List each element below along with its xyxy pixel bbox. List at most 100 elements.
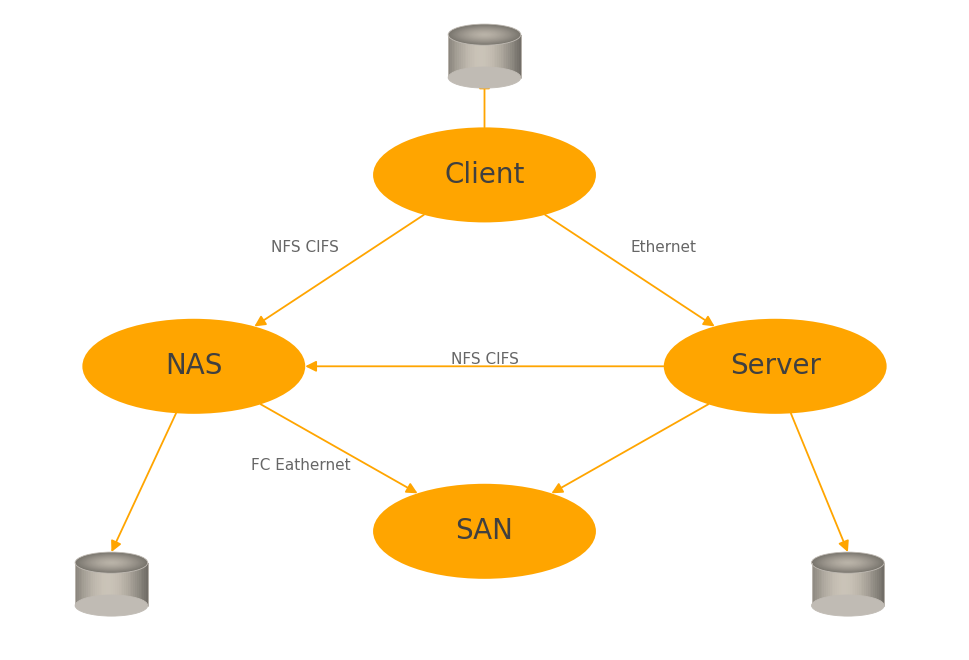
Ellipse shape: [466, 29, 503, 40]
Ellipse shape: [86, 555, 137, 570]
Ellipse shape: [839, 560, 857, 565]
Ellipse shape: [838, 560, 858, 566]
Ellipse shape: [475, 32, 494, 38]
Ellipse shape: [373, 127, 596, 222]
Bar: [517, 34, 520, 77]
Ellipse shape: [821, 555, 874, 570]
Bar: [490, 34, 492, 77]
Bar: [881, 562, 884, 606]
Ellipse shape: [842, 561, 854, 564]
Bar: [497, 34, 500, 77]
Ellipse shape: [840, 560, 855, 565]
Ellipse shape: [102, 560, 121, 566]
Bar: [459, 34, 462, 77]
Bar: [857, 562, 860, 606]
Ellipse shape: [108, 562, 115, 564]
Bar: [115, 562, 118, 606]
Ellipse shape: [467, 30, 502, 40]
Ellipse shape: [453, 26, 516, 44]
Ellipse shape: [103, 560, 120, 565]
Ellipse shape: [816, 554, 879, 572]
Bar: [859, 562, 861, 606]
Bar: [77, 562, 79, 606]
Bar: [128, 562, 131, 606]
Text: SAN: SAN: [455, 517, 514, 545]
Bar: [826, 562, 828, 606]
Bar: [841, 562, 843, 606]
Bar: [879, 562, 882, 606]
Ellipse shape: [89, 556, 134, 569]
Bar: [483, 34, 485, 77]
Bar: [117, 562, 120, 606]
Bar: [453, 34, 456, 77]
Bar: [470, 34, 473, 77]
Bar: [103, 562, 105, 606]
Bar: [825, 562, 827, 606]
Bar: [823, 562, 826, 606]
Ellipse shape: [664, 319, 887, 414]
Bar: [481, 34, 484, 77]
Ellipse shape: [463, 28, 506, 41]
Bar: [854, 562, 856, 606]
Ellipse shape: [455, 26, 514, 43]
Bar: [132, 562, 134, 606]
Bar: [839, 562, 841, 606]
Bar: [99, 562, 102, 606]
Bar: [855, 562, 858, 606]
Ellipse shape: [107, 561, 116, 564]
Bar: [479, 34, 482, 77]
Bar: [871, 562, 874, 606]
Bar: [815, 562, 818, 606]
Bar: [101, 562, 104, 606]
Ellipse shape: [847, 562, 849, 563]
Ellipse shape: [93, 557, 130, 568]
Ellipse shape: [465, 29, 504, 40]
Bar: [84, 562, 87, 606]
Ellipse shape: [843, 561, 853, 564]
Ellipse shape: [829, 557, 866, 568]
Ellipse shape: [85, 555, 138, 570]
Bar: [113, 562, 116, 606]
Ellipse shape: [452, 25, 517, 44]
Bar: [88, 562, 91, 606]
Text: NAS: NAS: [165, 352, 223, 380]
Bar: [80, 562, 83, 606]
Text: Client: Client: [445, 161, 524, 189]
Bar: [78, 562, 81, 606]
Bar: [106, 562, 109, 606]
Ellipse shape: [845, 562, 851, 564]
Bar: [120, 562, 123, 606]
Ellipse shape: [823, 555, 873, 570]
Ellipse shape: [459, 27, 510, 42]
Ellipse shape: [818, 554, 878, 572]
Bar: [144, 562, 147, 606]
Ellipse shape: [82, 554, 141, 571]
Bar: [468, 34, 471, 77]
Ellipse shape: [96, 558, 127, 567]
Bar: [464, 34, 467, 77]
Bar: [846, 562, 849, 606]
Bar: [833, 562, 836, 606]
Bar: [463, 34, 465, 77]
Ellipse shape: [95, 558, 128, 568]
Bar: [519, 34, 521, 77]
Bar: [870, 562, 872, 606]
Ellipse shape: [830, 558, 864, 568]
Bar: [829, 562, 832, 606]
Ellipse shape: [832, 558, 863, 567]
Bar: [472, 34, 475, 77]
Text: NFS CIFS: NFS CIFS: [451, 352, 518, 367]
Bar: [135, 562, 138, 606]
Ellipse shape: [826, 556, 870, 569]
Bar: [491, 34, 494, 77]
Bar: [89, 562, 92, 606]
Ellipse shape: [813, 552, 883, 573]
Ellipse shape: [75, 552, 147, 573]
Bar: [877, 562, 880, 606]
Bar: [97, 562, 100, 606]
Bar: [95, 562, 98, 606]
Bar: [484, 34, 487, 77]
Bar: [501, 34, 504, 77]
Ellipse shape: [106, 561, 117, 564]
Bar: [109, 562, 112, 606]
